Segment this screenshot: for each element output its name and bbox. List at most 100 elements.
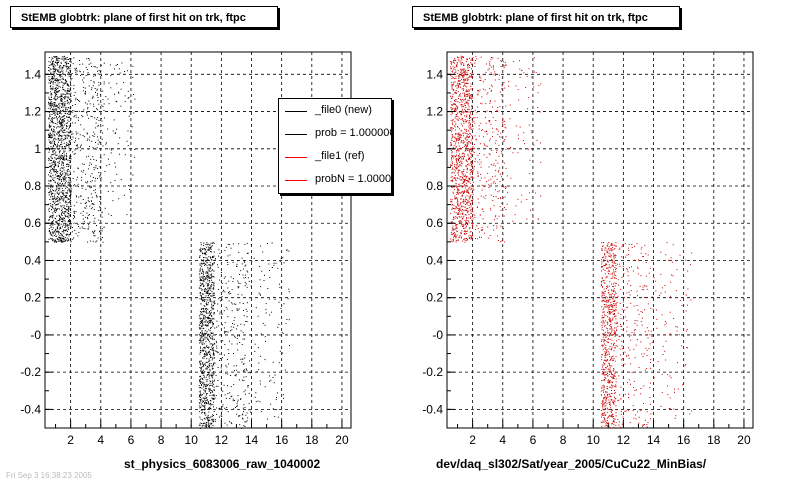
scatter-point xyxy=(66,113,68,114)
scatter-point xyxy=(209,262,211,264)
scatter-point xyxy=(280,308,282,309)
scatter-point xyxy=(241,361,243,363)
scatter-point xyxy=(217,351,219,353)
scatter-point xyxy=(58,111,60,113)
scatter-point xyxy=(458,98,459,99)
y-tick-label: -0.2 xyxy=(20,365,41,379)
scatter-point xyxy=(489,120,491,122)
scatter-point xyxy=(58,179,60,180)
scatter-point xyxy=(202,374,204,376)
scatter-point xyxy=(94,66,96,68)
scatter-point xyxy=(208,273,210,275)
scatter-point xyxy=(466,189,468,191)
scatter-point xyxy=(213,270,215,272)
scatter-point xyxy=(268,375,270,377)
scatter-point xyxy=(227,262,229,263)
scatter-point xyxy=(487,226,489,228)
scatter-point xyxy=(62,178,64,179)
scatter-point xyxy=(461,105,463,107)
scatter-point xyxy=(276,397,277,398)
scatter-point xyxy=(49,230,50,232)
scatter-point xyxy=(472,185,474,187)
scatter-point xyxy=(70,106,72,108)
scatter-point xyxy=(211,419,213,421)
scatter-point xyxy=(50,189,51,191)
scatter-point xyxy=(63,89,65,91)
scatter-point xyxy=(66,233,68,235)
scatter-point xyxy=(215,258,216,260)
scatter-point xyxy=(59,172,61,174)
scatter-point xyxy=(200,341,202,343)
scatter-point xyxy=(537,92,539,94)
scatter-point xyxy=(459,135,461,137)
scatter-point xyxy=(87,217,88,218)
scatter-point xyxy=(452,171,454,173)
scatter-point xyxy=(495,196,497,198)
scatter-point xyxy=(63,132,65,134)
scatter-point xyxy=(469,186,471,188)
scatter-point xyxy=(207,424,209,426)
scatter-point xyxy=(200,387,201,389)
scatter-point xyxy=(452,238,454,240)
scatter-point xyxy=(61,237,63,239)
scatter-point xyxy=(460,198,462,200)
scatter-point xyxy=(51,238,53,240)
scatter-point xyxy=(203,357,205,359)
scatter-point xyxy=(64,118,66,119)
scatter-point xyxy=(52,151,54,153)
scatter-point xyxy=(603,265,605,267)
scatter-point xyxy=(497,191,499,193)
scatter-point xyxy=(57,91,59,92)
scatter-point xyxy=(451,156,453,158)
scatter-point xyxy=(205,354,207,356)
scatter-point xyxy=(203,316,205,318)
scatter-point xyxy=(202,409,203,411)
scatter-point xyxy=(457,80,459,82)
scatter-point xyxy=(70,195,72,197)
scatter-point xyxy=(486,133,488,135)
scatter-point xyxy=(452,219,454,220)
scatter-point xyxy=(64,220,66,222)
scatter-point xyxy=(469,65,471,67)
x-tick-label: 20 xyxy=(335,433,349,447)
scatter-point xyxy=(452,119,454,121)
scatter-point xyxy=(53,98,55,100)
scatter-point xyxy=(469,76,471,78)
scatter-point xyxy=(471,88,473,90)
scatter-point xyxy=(211,245,213,247)
scatter-point xyxy=(53,232,55,234)
scatter-point xyxy=(199,298,201,300)
scatter-point xyxy=(461,106,463,108)
scatter-point xyxy=(64,129,66,131)
scatter-point xyxy=(457,204,459,206)
scatter-point xyxy=(459,128,460,130)
scatter-point xyxy=(96,196,98,198)
scatter-point xyxy=(212,323,214,325)
scatter-point xyxy=(89,240,91,242)
scatter-point xyxy=(61,96,63,97)
scatter-point xyxy=(451,159,453,161)
scatter-point xyxy=(74,122,76,124)
scatter-point xyxy=(58,193,60,195)
scatter-point xyxy=(62,118,64,120)
scatter-point xyxy=(501,99,503,101)
scatter-point xyxy=(51,136,53,138)
scatter-point xyxy=(119,137,121,139)
scatter-point xyxy=(103,81,105,83)
scatter-point xyxy=(234,374,236,376)
scatter-point xyxy=(65,80,67,82)
scatter-point xyxy=(466,139,468,141)
scatter-point xyxy=(469,149,471,151)
scatter-point xyxy=(58,236,60,238)
scatter-point xyxy=(470,139,472,141)
scatter-point xyxy=(55,56,57,57)
scatter-point xyxy=(52,239,54,241)
scatter-point xyxy=(48,187,50,189)
scatter-point xyxy=(65,122,67,124)
scatter-point xyxy=(206,396,208,398)
scatter-point xyxy=(463,230,465,232)
scatter-point xyxy=(467,103,469,105)
scatter-point xyxy=(59,82,61,84)
scatter-point xyxy=(57,158,59,160)
scatter-point xyxy=(59,145,60,147)
